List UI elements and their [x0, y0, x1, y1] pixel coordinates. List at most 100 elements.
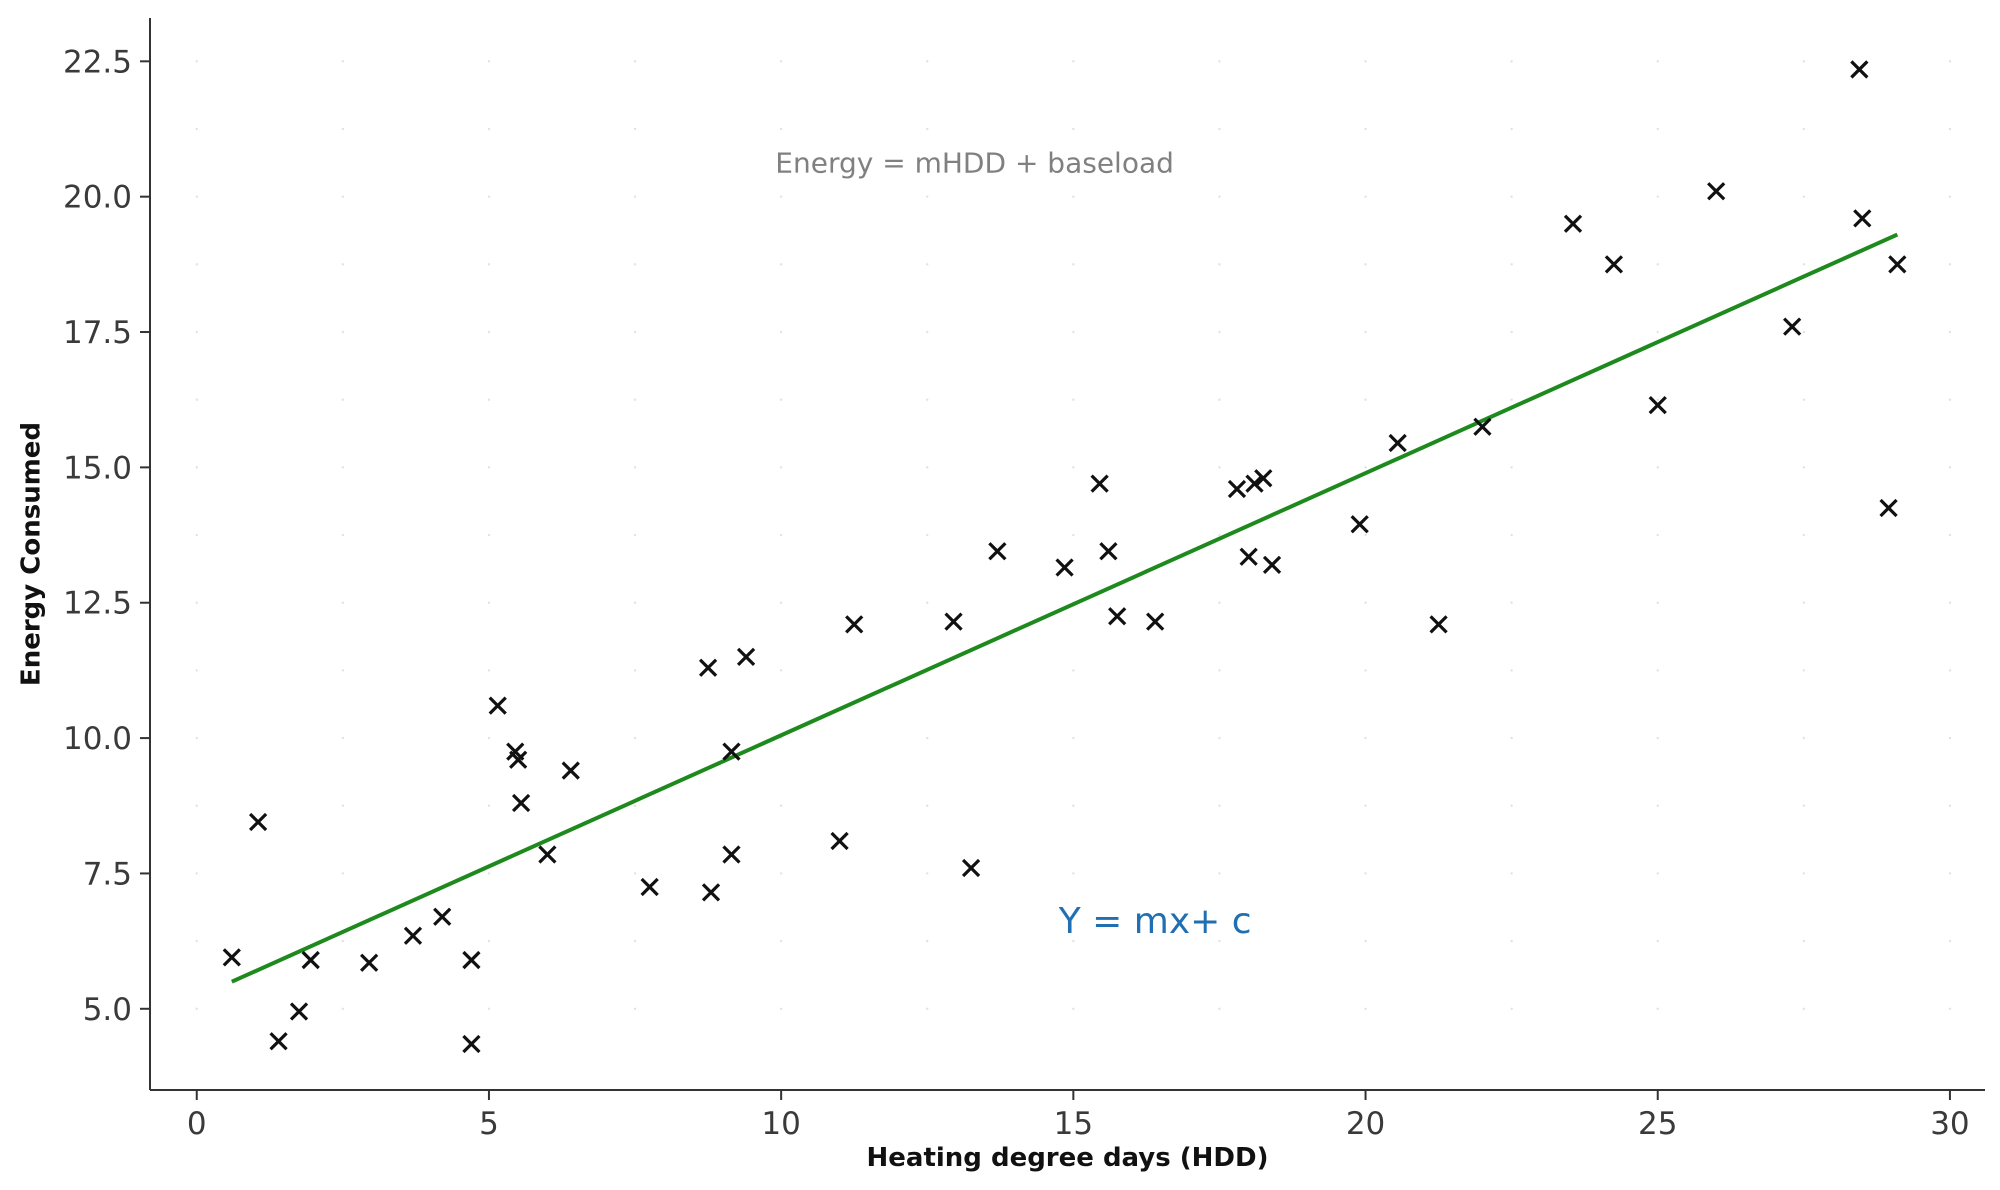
grid-dot: [341, 736, 345, 740]
grid-dot: [1072, 398, 1075, 401]
data-point-x-marker: [1090, 474, 1109, 493]
grid-dot: [779, 1007, 783, 1010]
grid-dot: [195, 872, 198, 875]
grid-dot: [1510, 804, 1513, 807]
grid-dot: [195, 939, 198, 943]
grid-dot: [1510, 1007, 1513, 1010]
grid-dot: [926, 466, 929, 469]
data-point-x-marker: [1254, 469, 1273, 488]
data-point-x-marker: [1099, 542, 1118, 561]
grid-dot: [1072, 533, 1075, 537]
x-tick-label: 10: [761, 1106, 800, 1142]
grid-dot: [1510, 330, 1513, 334]
data-point-x-marker: [561, 761, 580, 780]
grid-dot: [1510, 466, 1513, 469]
y-axis-title: Energy Consumed: [17, 422, 47, 686]
grid-dot: [1510, 127, 1513, 131]
grid-dot: [341, 939, 345, 943]
grid-dot: [1948, 466, 1952, 469]
grid-dot: [341, 60, 345, 63]
grid-dot: [487, 804, 491, 807]
grid-dot: [1656, 195, 1659, 198]
data-point-x-marker: [488, 696, 507, 715]
grid-dot: [1072, 939, 1075, 943]
grid-dot: [633, 1007, 637, 1010]
data-point-x-marker: [1388, 433, 1407, 453]
grid-dot: [1072, 872, 1075, 875]
x-tick-label: 5: [479, 1106, 499, 1142]
data-point-x-marker: [1604, 255, 1624, 274]
x-tick-label: 25: [1638, 1106, 1677, 1142]
data-point-x-marker: [462, 950, 481, 970]
grid-dot: [633, 939, 637, 943]
grid-dot: [633, 60, 637, 63]
grid-dot: [487, 195, 491, 198]
grid-dot: [779, 263, 783, 266]
grid-dot: [487, 330, 491, 334]
x-tick-label: 15: [1054, 1106, 1093, 1142]
data-point-x-marker: [1146, 612, 1165, 631]
grid-dot: [633, 804, 637, 807]
grid-dot: [779, 872, 783, 875]
grid-dot: [1656, 804, 1659, 807]
data-point-x-marker: [1055, 558, 1074, 577]
grid-dot: [1072, 330, 1075, 334]
x-tick-label: 0: [187, 1106, 207, 1142]
y-tick-label: 15.0: [63, 450, 132, 486]
data-point-x-marker: [845, 615, 864, 634]
grid-dot: [195, 398, 198, 401]
grid-dot: [1656, 601, 1659, 604]
grid-dot: [195, 195, 198, 198]
grid-dot: [487, 533, 491, 537]
grid-dot: [1364, 60, 1367, 63]
data-point-x-marker: [1783, 317, 1802, 336]
data-point-x-marker: [944, 612, 963, 631]
grid-dot: [1072, 195, 1075, 198]
grid-dot: [633, 398, 637, 401]
grid-dot: [341, 669, 345, 672]
x-axis-title: Heating degree days (HDD): [867, 1143, 1269, 1173]
data-point-x-marker: [736, 647, 756, 667]
grid-dot: [1218, 1007, 1221, 1010]
grid-dot: [195, 1007, 198, 1010]
grid-dot: [633, 330, 637, 334]
grid-dot: [1656, 872, 1659, 875]
data-point-x-marker: [289, 1002, 309, 1021]
y-tick-label: 5.0: [83, 992, 132, 1028]
grid-dot: [926, 1007, 929, 1010]
grid-dot: [195, 669, 198, 672]
annotations: Energy = mHDD + baseload Y = mx+ c: [775, 146, 1251, 942]
data-point-x-marker: [433, 907, 452, 926]
grid-dot: [341, 330, 345, 334]
grid-dot: [1948, 330, 1952, 334]
grid-dot: [1364, 804, 1367, 807]
data-point-x-marker: [1648, 395, 1667, 415]
grid-dot: [1802, 533, 1806, 537]
data-point-x-marker: [1888, 255, 1907, 274]
grid-dot: [1948, 263, 1952, 266]
grid-dot: [926, 60, 929, 63]
grid-dot: [1802, 1007, 1806, 1010]
data-point-x-marker: [1262, 555, 1282, 574]
grid-dot: [1072, 263, 1075, 266]
grid-dot: [1656, 127, 1659, 131]
grid-dot: [1364, 736, 1367, 740]
grid-dot: [341, 1007, 345, 1010]
grid-dot: [341, 263, 345, 266]
grid-dot: [779, 601, 783, 604]
equation-annotation: Y = mx+ c: [1058, 901, 1252, 942]
grid-dot: [633, 195, 637, 198]
grid-dots: [195, 60, 1952, 1010]
grid-dot: [1802, 669, 1806, 672]
y-tick-label: 22.5: [63, 44, 132, 80]
grid-dot: [341, 872, 345, 875]
grid-dot: [1802, 263, 1806, 266]
grid-dot: [195, 127, 198, 131]
grid-dot: [1948, 398, 1952, 401]
grid-dot: [1802, 330, 1806, 334]
grid-dot: [1218, 872, 1221, 875]
data-point-x-marker: [640, 877, 659, 897]
grid-dot: [779, 398, 783, 401]
grid-dot: [1948, 60, 1952, 63]
grid-dot: [926, 195, 929, 198]
